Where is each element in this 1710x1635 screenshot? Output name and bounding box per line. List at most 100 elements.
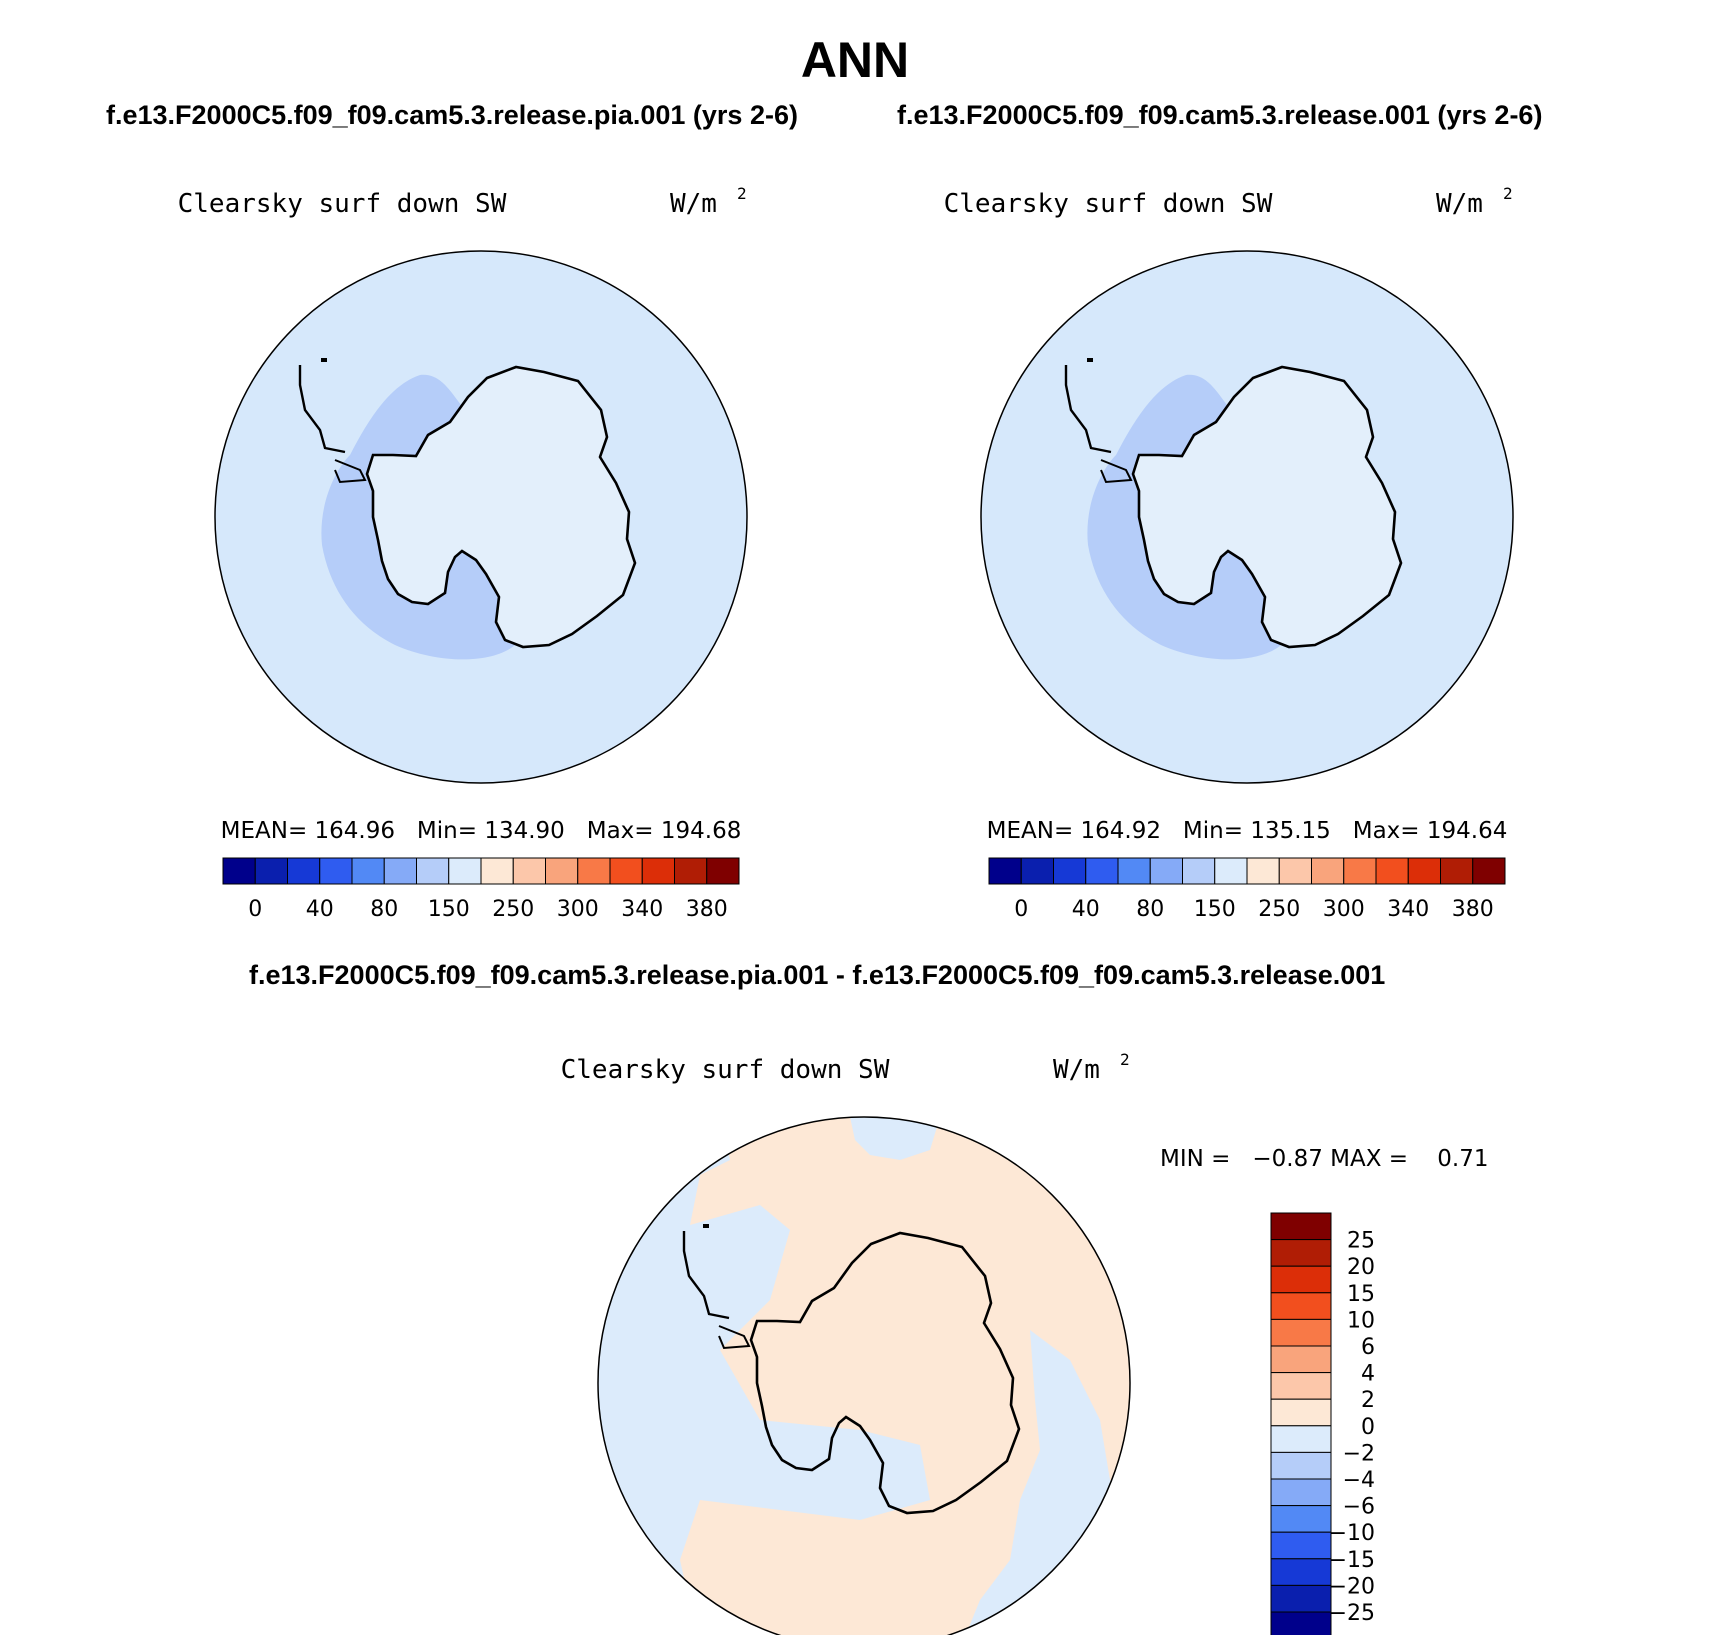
right-colorbar-swatch [1020, 857, 1054, 885]
right-colorbar-label: 380 [1452, 897, 1494, 922]
right-units-label: W/m [1436, 189, 1483, 219]
diff-minmax: MIN = −0.87 MAX = 0.71 [1160, 1146, 1489, 1172]
right-case-title: f.e13.F2000C5.f09_f09.cam5.3.release.001… [897, 100, 1543, 130]
diff-colorbar-swatch [1270, 1451, 1332, 1480]
right-colorbar-swatch [1407, 857, 1441, 885]
left-colorbar-swatch [674, 857, 708, 885]
diff-colorbar-swatch [1270, 1531, 1332, 1560]
right-colorbar-label: 250 [1258, 897, 1300, 922]
left-colorbar-label: 0 [248, 897, 262, 922]
right-colorbar-swatch [988, 857, 1022, 885]
left-colorbar-label: 380 [686, 897, 728, 922]
diff-map: Clearsky surf down SW W/m 2 MIN = −0.87 … [561, 1050, 1489, 1635]
diff-colorbar-label: 10 [1347, 1308, 1375, 1333]
figure-title: ANN [800, 32, 910, 88]
right-ice-shelf [1100, 459, 1133, 484]
diff-colorbar-label: 6 [1361, 1335, 1375, 1360]
left-colorbar-label: 300 [557, 897, 599, 922]
diff-colorbar-label: 15 [1347, 1282, 1375, 1307]
diff-colorbar-swatch [1270, 1345, 1332, 1374]
diff-colorbar-label: −20 [1329, 1574, 1375, 1599]
left-case-title: f.e13.F2000C5.f09_f09.cam5.3.release.pia… [106, 100, 798, 130]
right-colorbar-swatch [1375, 857, 1409, 885]
diff-peninsula-coast [682, 1231, 730, 1320]
diff-colorbar-label: −4 [1343, 1468, 1375, 1493]
right-colorbar-swatch [1343, 857, 1377, 885]
left-colorbar-swatch [706, 857, 740, 885]
diff-colorbar-label: 4 [1361, 1362, 1375, 1387]
left-colorbar-swatch [545, 857, 579, 885]
left-colorbar-swatch [351, 857, 385, 885]
left-colorbar-label: 340 [621, 897, 663, 922]
diff-variable-label: Clearsky surf down SW [561, 1055, 890, 1085]
diff-negative-west [598, 1117, 930, 1635]
right-colorbar-swatch [1182, 857, 1216, 885]
left-peninsula-coast [298, 365, 346, 454]
diff-colorbar-label: −10 [1329, 1521, 1375, 1546]
diff-island-marker [703, 1224, 709, 1228]
left-units-exp: 2 [737, 184, 747, 203]
diff-colorbar-swatch [1270, 1425, 1332, 1453]
diff-colorbar-label: −25 [1329, 1601, 1375, 1626]
diff-colorbar-label: 25 [1347, 1229, 1375, 1254]
right-variable-label: Clearsky surf down SW [944, 189, 1273, 219]
left-colorbar-swatch [448, 857, 482, 885]
left-colorbar-swatch [222, 857, 256, 885]
left-colorbar-swatch [577, 857, 611, 885]
diff-colorbar-label: −15 [1329, 1548, 1375, 1573]
right-colorbar-label: 340 [1387, 897, 1429, 922]
left-map: Clearsky surf down SW W/m 2 MEAN= 164.96… [178, 184, 748, 922]
right-colorbar-swatch [1311, 857, 1345, 885]
left-variable-label: Clearsky surf down SW [178, 189, 507, 219]
left-ice-shelf [334, 459, 367, 484]
left-colorbar-label: 80 [370, 897, 398, 922]
left-colorbar-swatch [319, 857, 353, 885]
right-colorbar-label: 150 [1194, 897, 1236, 922]
diff-colorbar-swatch [1270, 1372, 1332, 1400]
left-colorbar-swatch [480, 857, 514, 885]
right-colorbar-label: 0 [1014, 897, 1028, 922]
right-colorbar: 0 40 80 150 250 300 340 380 [988, 857, 1506, 922]
left-colorbar-swatch [416, 857, 450, 885]
left-colorbar-swatch [254, 857, 288, 885]
right-stats: MEAN= 164.92 Min= 135.15 Max= 194.64 [987, 818, 1508, 844]
right-colorbar-swatch [1053, 857, 1087, 885]
right-peninsula-coast [1064, 365, 1112, 454]
left-colorbar: 0 40 80 150 250 300 340 380 [222, 857, 740, 922]
left-colorbar-label: 250 [492, 897, 534, 922]
right-colorbar-swatch [1278, 857, 1312, 885]
left-colorbar-swatch [383, 857, 417, 885]
right-colorbar-swatch [1149, 857, 1183, 885]
right-colorbar-swatch [1085, 857, 1119, 885]
diff-ice-shelf [718, 1325, 751, 1350]
diff-colorbar-label: −2 [1343, 1441, 1375, 1466]
diff-negative-north [850, 1117, 940, 1160]
left-map-border [214, 250, 748, 784]
diff-colorbar-swatch [1270, 1318, 1332, 1347]
right-colorbar-swatch [1440, 857, 1474, 885]
diff-map-border [597, 1116, 1131, 1635]
right-colorbar-swatch [1472, 857, 1506, 885]
diff-colorbar-swatch [1270, 1292, 1332, 1320]
diff-colorbar-swatch [1270, 1212, 1332, 1241]
right-colorbar-swatch [1246, 857, 1280, 885]
right-map-border [980, 250, 1514, 784]
diff-colorbar-swatch [1270, 1478, 1332, 1507]
right-units-exp: 2 [1503, 184, 1513, 203]
diff-colorbar-swatch [1270, 1265, 1332, 1294]
left-colorbar-swatch [609, 857, 643, 885]
left-units-label: W/m [670, 189, 717, 219]
right-island-marker [1087, 358, 1093, 362]
right-colorbar-label: 80 [1136, 897, 1164, 922]
diff-colorbar-label: 2 [1361, 1388, 1375, 1413]
left-colorbar-swatch [287, 857, 321, 885]
right-colorbar-label: 300 [1323, 897, 1365, 922]
left-colorbar-swatch [512, 857, 546, 885]
left-island-marker [321, 358, 327, 362]
right-colorbar-label: 40 [1072, 897, 1100, 922]
diff-colorbar-swatch [1270, 1558, 1332, 1586]
left-colorbar-label: 40 [306, 897, 334, 922]
left-colorbar-swatch [641, 857, 675, 885]
